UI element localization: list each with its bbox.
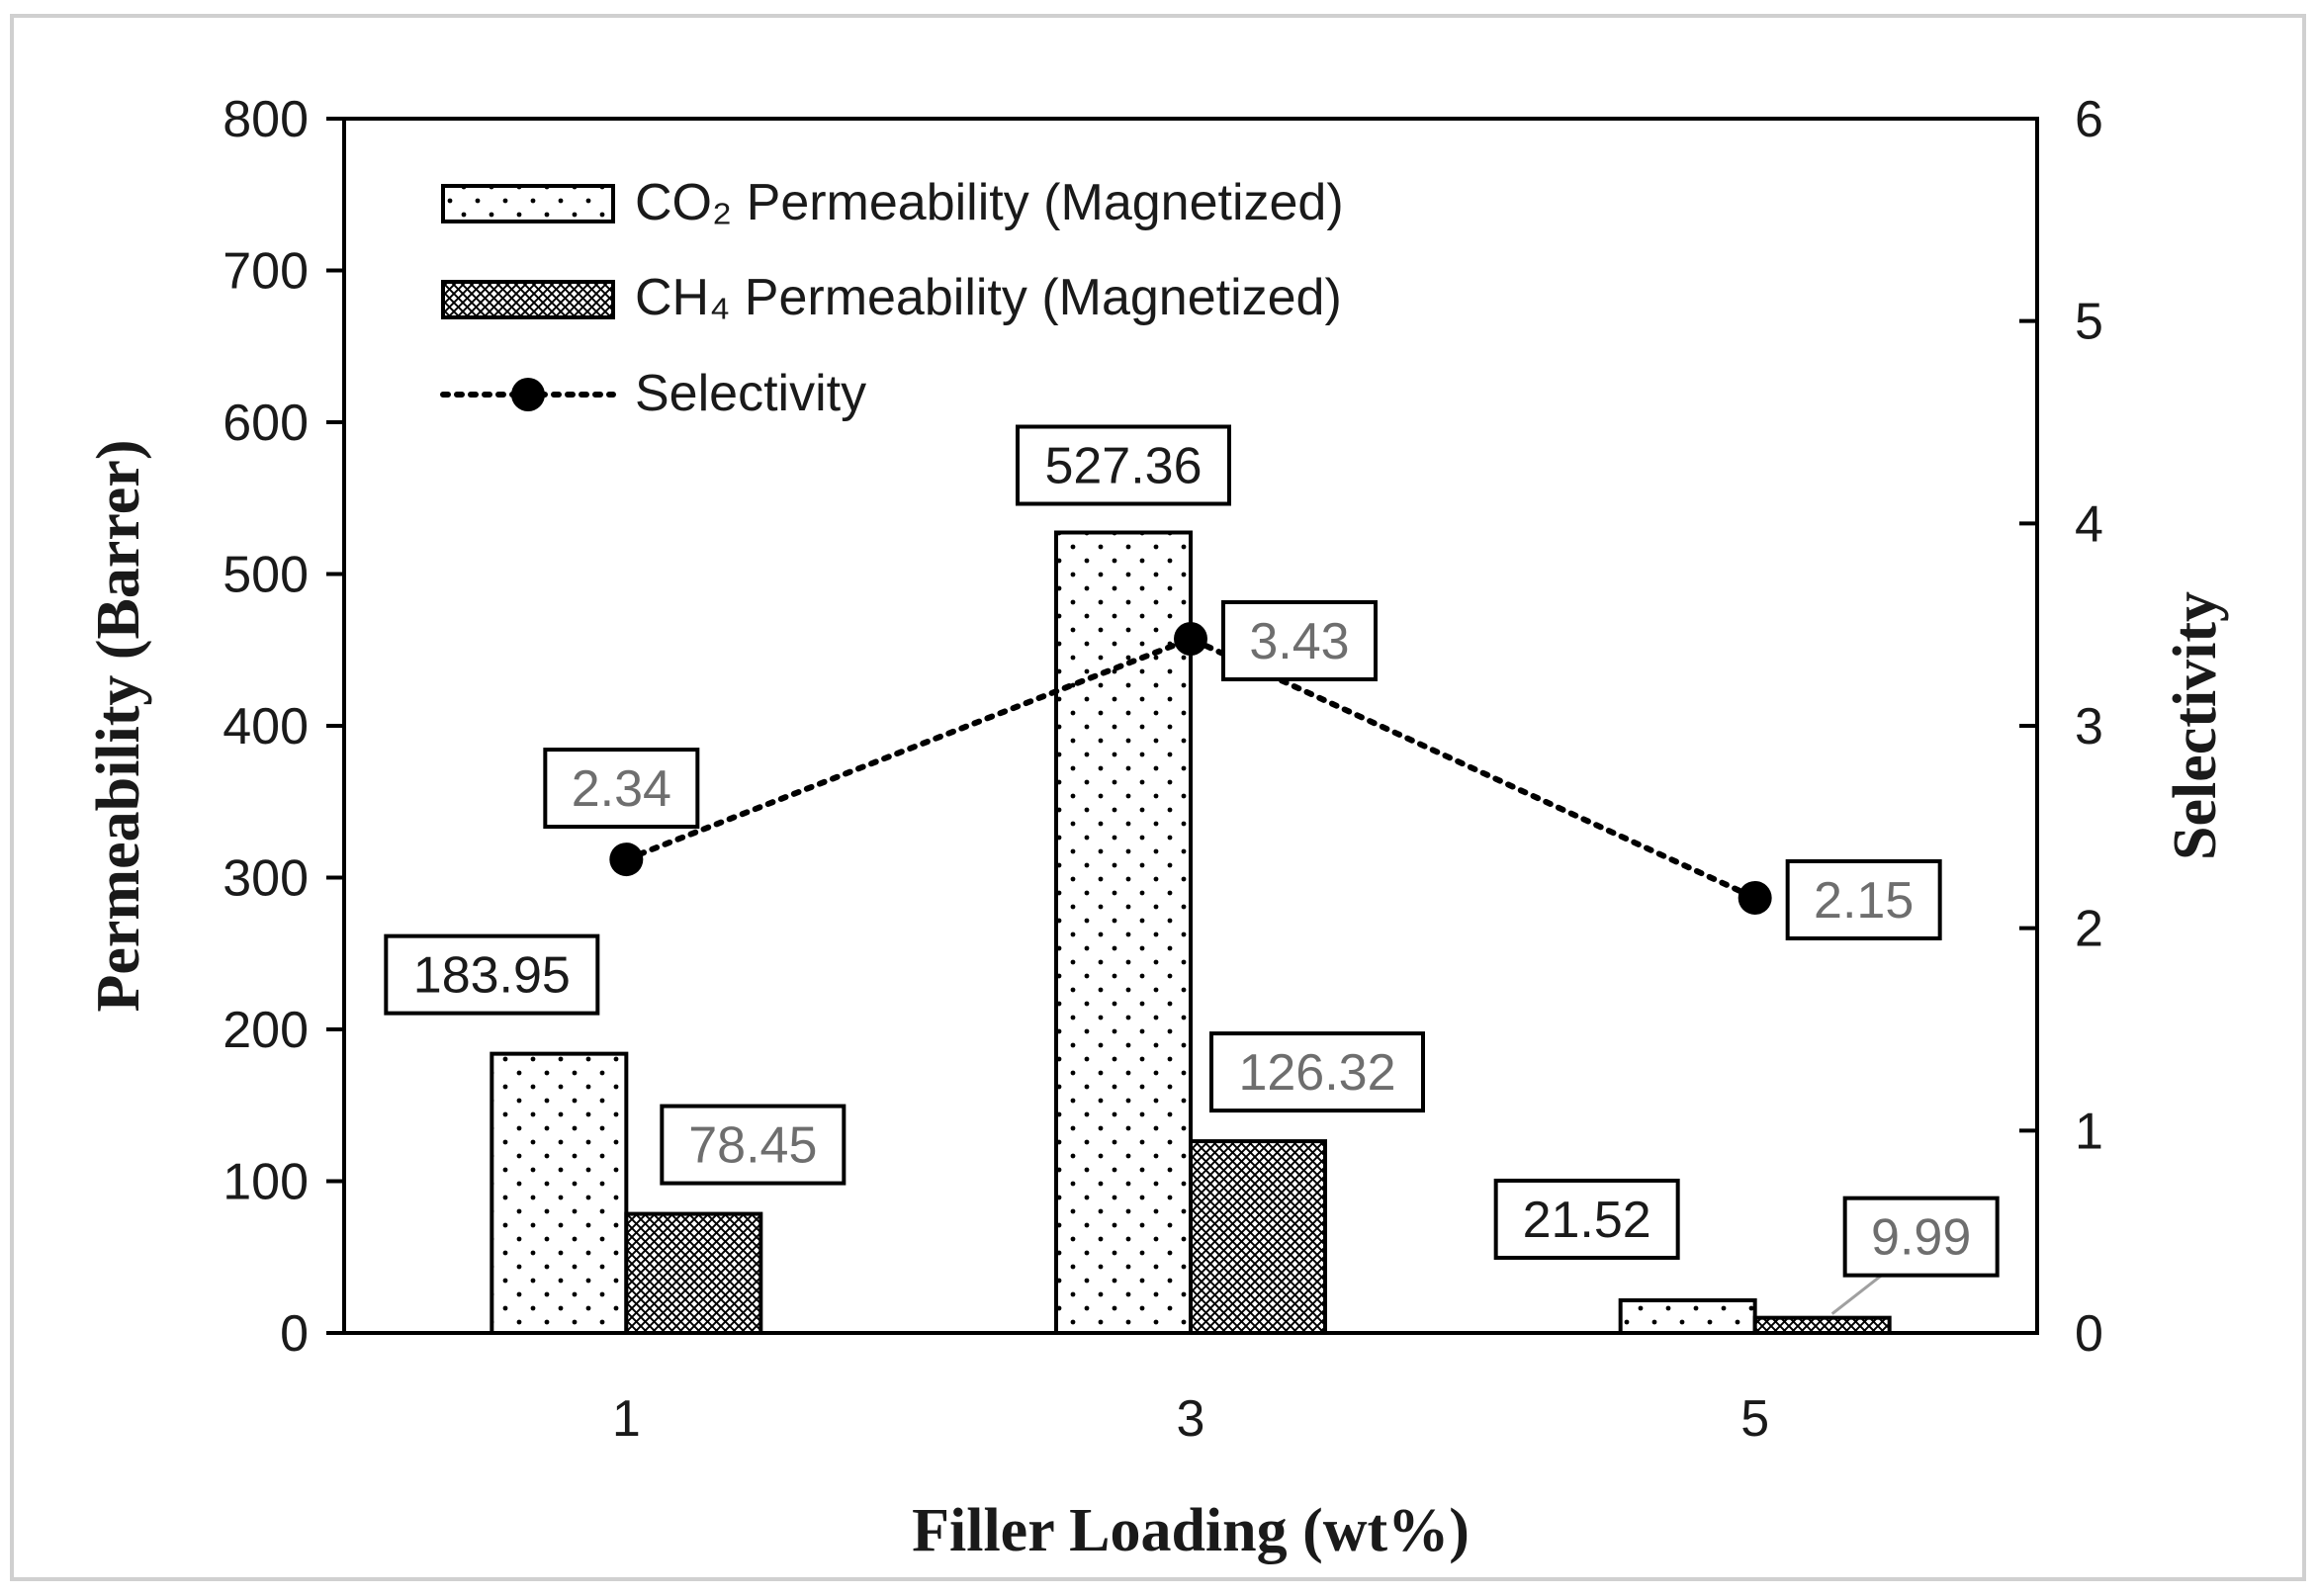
- co2-value-label: 183.95: [413, 947, 571, 1005]
- left-axis: 0 100 200 300 400 500 600 700 800: [223, 91, 344, 1363]
- y-tick-label: 600: [223, 395, 309, 452]
- ch4-value-label-box: [660, 1104, 847, 1186]
- right-axis: 0 1 2 3 4 5 6: [2019, 91, 2103, 1363]
- selectivity-value-label: 2.15: [1814, 872, 1914, 930]
- y2-tick-label: 1: [2075, 1103, 2103, 1160]
- selectivity-value-label: 3.43: [1249, 613, 1349, 670]
- bar-ch4: [624, 1211, 763, 1335]
- y-tick-label: 700: [223, 243, 309, 301]
- y-tick-label: 300: [223, 850, 309, 908]
- y-tick-label: 100: [223, 1154, 309, 1211]
- y-tick-label: 0: [280, 1305, 309, 1363]
- y2-axis-title: Selectivity: [2162, 591, 2229, 860]
- bar-ch4: [1752, 1315, 1892, 1336]
- y-axis-title: Permeability (Barrer): [85, 440, 152, 1013]
- y2-tick-label: 2: [2075, 901, 2103, 958]
- co2-value-label-box: [1493, 1178, 1680, 1260]
- selectivity-value-label-box: [543, 748, 700, 830]
- bar-co2: [1054, 530, 1193, 1335]
- figure-frame: [10, 14, 2306, 1581]
- ch4-value-label-box: [1209, 1031, 1425, 1113]
- y2-tick-label: 0: [2075, 1305, 2103, 1363]
- y2-tick-label: 6: [2075, 91, 2103, 148]
- y-tick-label: 400: [223, 698, 309, 755]
- bar-ch4: [1189, 1139, 1327, 1335]
- leader-line: [1830, 1274, 1883, 1315]
- ch4-value-label: 9.99: [1871, 1209, 1971, 1267]
- co2-value-label: 21.52: [1523, 1192, 1651, 1249]
- ch4-value-label: 126.32: [1238, 1044, 1395, 1102]
- y2-tick-label: 4: [2075, 495, 2103, 553]
- legend-label-co2: CO₂ Permeability (Magnetized): [635, 174, 1344, 231]
- selectivity-series: [609, 621, 1772, 915]
- y-tick-label: 800: [223, 91, 309, 148]
- legend-swatch-ch4: [441, 280, 615, 319]
- x-axis: 1 3 5: [612, 1390, 1769, 1448]
- legend-marker-selectivity: [511, 378, 545, 411]
- legend-label-selectivity: Selectivity: [635, 365, 866, 422]
- ch4-value-label: 78.45: [688, 1117, 817, 1175]
- selectivity-point: [1738, 880, 1772, 915]
- x-tick-label: 3: [1177, 1390, 1205, 1448]
- x-axis-title: Filler Loading (wt%): [912, 1497, 1470, 1564]
- y2-tick-label: 5: [2075, 294, 2103, 351]
- y2-tick-label: 3: [2075, 698, 2103, 755]
- y-tick-label: 200: [223, 1002, 309, 1059]
- legend-swatch-co2: [441, 184, 615, 223]
- bar-co2: [490, 1051, 629, 1335]
- selectivity-value-label-box: [1785, 858, 1942, 940]
- bar-co2: [1618, 1297, 1757, 1335]
- selectivity-point: [609, 842, 644, 877]
- data-labels: 183.95 527.36 21.52 78.45 126.32 9.99 2.34 3.43…: [384, 424, 2000, 1315]
- co2-value-label-box: [1016, 424, 1231, 506]
- x-tick-label: 5: [1740, 1390, 1769, 1448]
- legend-label-ch4: CH₄ Permeability (Magnetized): [635, 269, 1342, 326]
- y-tick-label: 500: [223, 547, 309, 604]
- co2-value-label-box: [384, 933, 600, 1016]
- selectivity-value-label: 2.34: [572, 760, 671, 818]
- co2-value-label: 527.36: [1044, 438, 1202, 495]
- selectivity-point: [1174, 621, 1207, 656]
- x-tick-label: 1: [612, 1390, 641, 1448]
- legend: CO₂ Permeability (Magnetized) CH₄ Permea…: [440, 174, 1344, 422]
- ch4-value-label-box: [1842, 1196, 2000, 1278]
- selectivity-value-label-box: [1221, 599, 1378, 681]
